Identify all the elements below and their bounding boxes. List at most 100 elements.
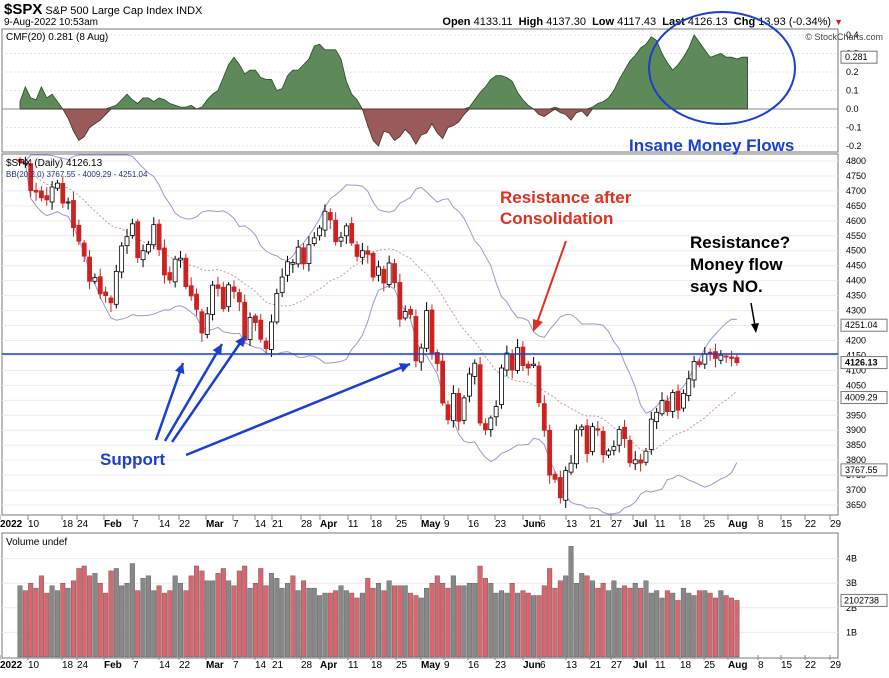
last-value: 4126.13: [687, 16, 728, 28]
volume-bar: [70, 580, 76, 658]
x-axis-tick-label: 14: [255, 519, 267, 530]
x-axis-tick-label: 15: [781, 519, 793, 530]
volume-bar: [499, 590, 505, 658]
volume-bar: [466, 583, 472, 658]
cmf-plot: 0.40.30.20.10.0-0.1-0.20.281: [2, 30, 878, 151]
volume-bar: [638, 587, 644, 658]
volume-bar: [263, 585, 269, 658]
price-candle-body: [697, 361, 702, 366]
price-y-tick-label: 3700: [846, 485, 866, 495]
cmf-y-tick-label: -0.1: [846, 123, 862, 133]
volume-bar: [268, 573, 274, 658]
volume-bar: [552, 587, 558, 658]
price-candle-body: [338, 236, 344, 242]
x-axis-tick-label: Jul: [633, 519, 648, 530]
price-candle-body: [424, 310, 430, 349]
price-y-tick-label: 4150: [846, 350, 866, 360]
volume-bar: [231, 585, 237, 658]
price-candle-body: [654, 411, 660, 422]
price-candle-body: [392, 263, 397, 284]
x-axis-tick-label: Mar: [206, 660, 224, 671]
volume-bar: [285, 583, 291, 658]
price-candle-body: [515, 347, 520, 371]
price-candle-body: [103, 291, 108, 297]
volume-bar: [33, 587, 39, 658]
volume-bar: [509, 583, 515, 658]
volume-bar: [664, 590, 670, 658]
price-candle-body: [65, 201, 71, 204]
price-candle-body: [472, 362, 478, 377]
volume-bar: [531, 595, 537, 658]
price-y-tick-label: 4300: [846, 306, 866, 316]
bollinger-upper-band: [19, 154, 737, 414]
volume-bar: [113, 568, 119, 658]
x-axis-tick-label: 22: [805, 519, 817, 530]
resistance-arrowhead: [533, 319, 543, 332]
price-candle-body: [488, 417, 494, 431]
price-candle-body: [616, 429, 622, 446]
x-axis-tick-label: 10: [28, 519, 40, 530]
volume-bar: [322, 592, 328, 658]
x-axis-tick-label: 25: [704, 660, 716, 671]
volume-bar: [729, 597, 735, 658]
price-candle-body: [691, 361, 697, 381]
price-y-tick-label: 4050: [846, 380, 866, 390]
price-candle-body: [429, 309, 435, 355]
price-candle-body: [584, 425, 590, 454]
price-candle-body: [675, 390, 681, 411]
price-candle-body: [156, 223, 162, 250]
volume-bar: [188, 575, 194, 658]
volume-bar: [295, 590, 301, 658]
price-axis-value-label: 4251.04: [845, 320, 878, 330]
x-axis-tick-label: 10: [28, 660, 40, 671]
price-candle-body: [178, 257, 183, 261]
volume-bar: [215, 573, 221, 658]
price-candle-body: [622, 426, 627, 440]
volume-bar: [247, 587, 253, 658]
volume-bar: [680, 587, 686, 658]
volume-bar: [81, 565, 87, 658]
price-candle-body: [76, 224, 82, 242]
support-arrowhead: [398, 363, 410, 373]
price-candle-body: [702, 353, 708, 365]
volume-bar: [515, 592, 521, 658]
price-candle-body: [574, 429, 579, 465]
price-candle-body: [627, 440, 633, 464]
volume-bar: [429, 583, 435, 658]
price-candle-body: [402, 311, 408, 319]
price-candle-body: [279, 276, 285, 294]
price-candle-body: [386, 262, 392, 285]
price-candle-body: [39, 190, 44, 199]
volume-bar: [525, 592, 531, 658]
x-axis-tick-label: 14: [255, 660, 267, 671]
volume-bar: [600, 583, 606, 658]
volume-bar: [301, 580, 307, 658]
price-candle-body: [606, 450, 611, 456]
volume-bar: [718, 590, 724, 658]
volume-bar: [450, 575, 456, 658]
x-axis-tick-label: 25: [396, 660, 408, 671]
annotation-resistance-line2: Consolidation: [500, 209, 613, 228]
price-candle-body: [670, 392, 676, 412]
price-candle-body: [188, 285, 194, 297]
x-axis-tick-label: 22: [805, 660, 817, 671]
x-axis-tick-label: 22: [179, 660, 191, 671]
x-axis-tick-label: May: [421, 660, 441, 671]
price-candle-body: [723, 355, 729, 358]
cmf-y-tick-label: 0.2: [846, 67, 859, 77]
price-axis-value-box: [840, 318, 888, 332]
question-arrowhead: [751, 323, 759, 333]
annotation-resistance-line1: Resistance after: [500, 188, 632, 207]
volume-bar: [632, 583, 638, 658]
price-candle-body: [713, 351, 718, 359]
price-candle-body: [113, 270, 119, 305]
price-candle-body: [579, 426, 585, 431]
price-candle-body: [92, 277, 98, 282]
x-axis-tick-label: 7: [133, 660, 139, 671]
volume-bar: [54, 590, 60, 658]
price-candle-body: [119, 245, 125, 273]
price-candle-body: [729, 356, 734, 359]
price-candle-body: [547, 429, 553, 476]
price-candle-body: [376, 266, 381, 276]
